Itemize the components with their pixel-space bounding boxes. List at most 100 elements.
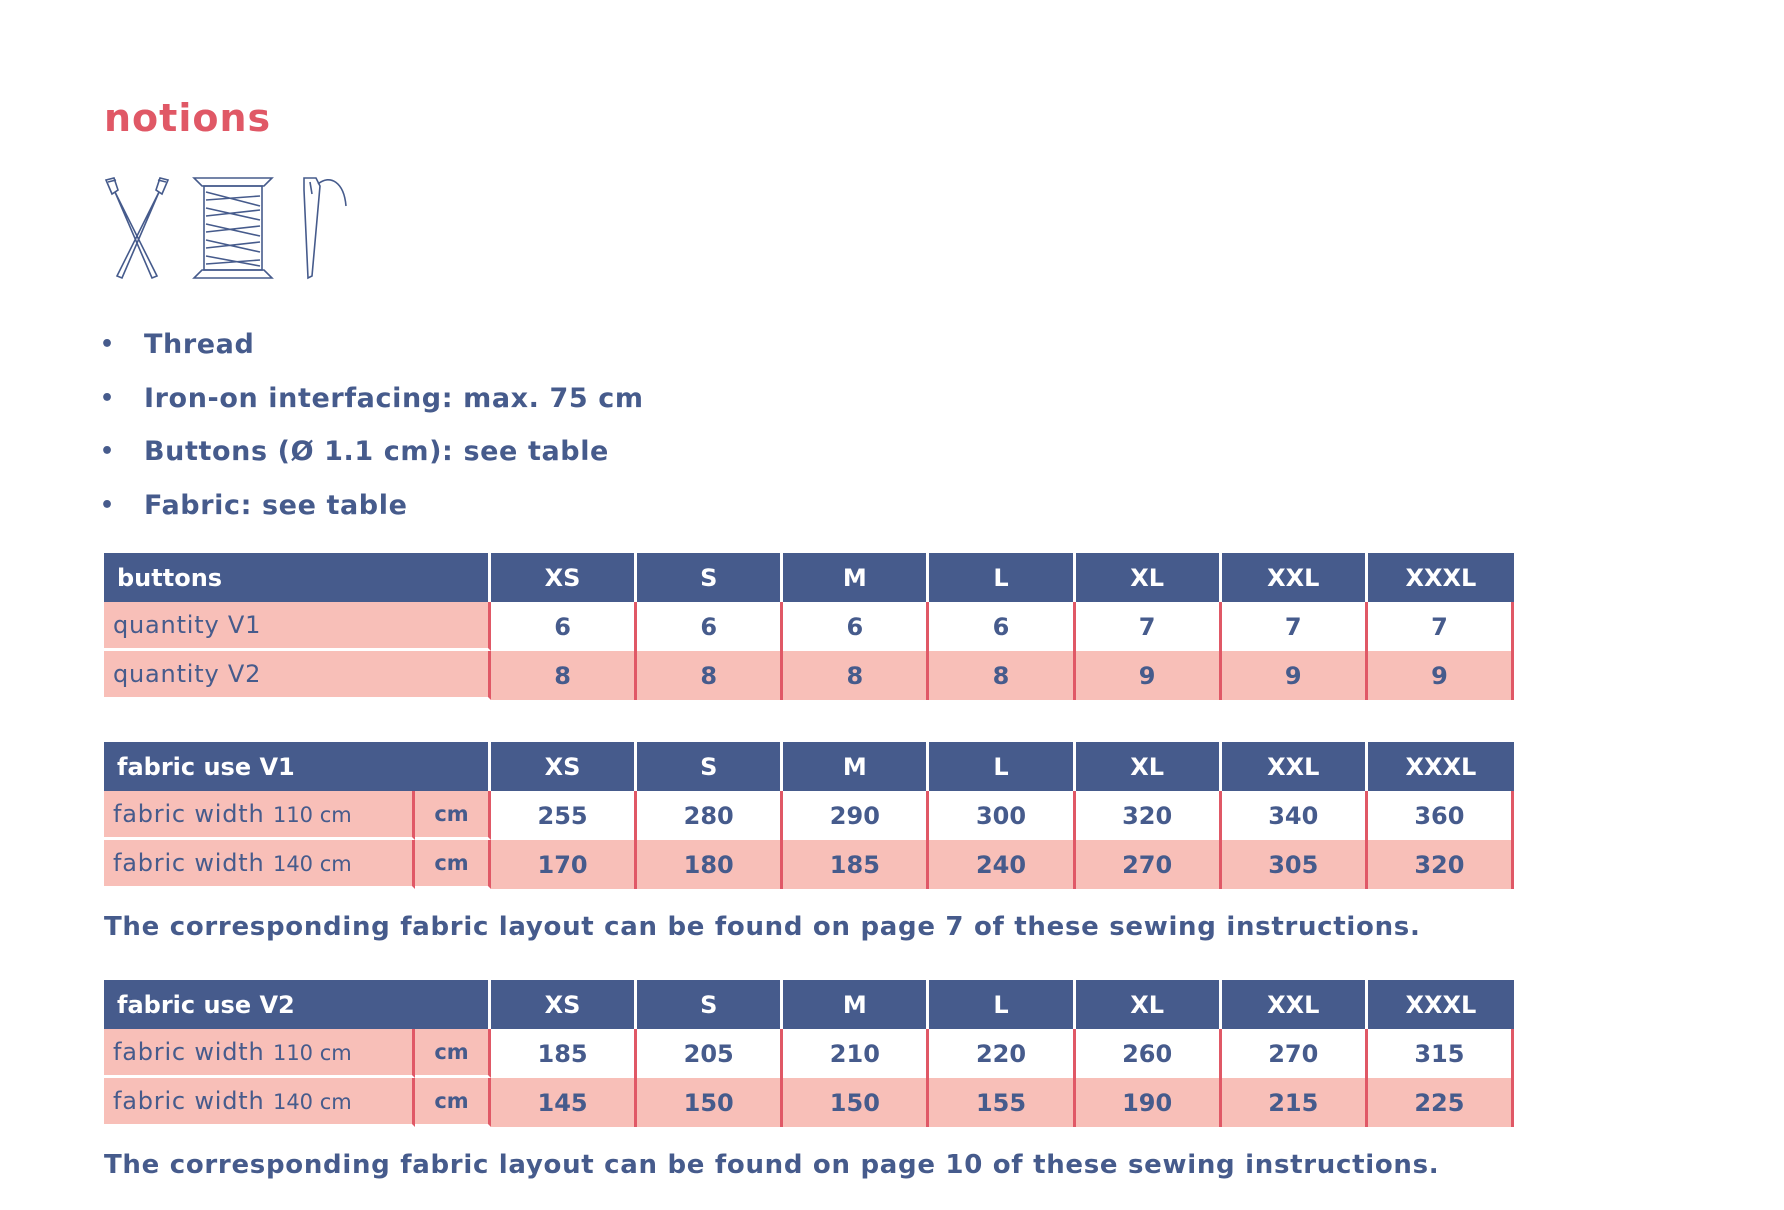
table-cell: 170 bbox=[491, 840, 638, 889]
table-cell: 180 bbox=[637, 840, 784, 889]
row-label-text: fabric width bbox=[113, 1087, 265, 1115]
list-item: • Thread bbox=[100, 318, 644, 372]
size-header: XL bbox=[1075, 980, 1222, 1029]
size-header: XXL bbox=[1221, 980, 1368, 1029]
table-row: fabric width 140 cm cm 170 180 185 240 2… bbox=[104, 840, 1514, 889]
unit-cell: cm bbox=[415, 840, 491, 889]
table-cell: 150 bbox=[783, 1078, 930, 1127]
size-header: M bbox=[783, 980, 930, 1029]
thread-spool-icon bbox=[192, 177, 274, 279]
notions-list: • Thread • Iron-on interfacing: max. 75 cm… bbox=[100, 318, 644, 532]
table-cell: 8 bbox=[929, 651, 1076, 700]
table-cell: 360 bbox=[1367, 791, 1514, 840]
table-cell: 305 bbox=[1221, 840, 1368, 889]
table-cell: 8 bbox=[637, 651, 784, 700]
table-cell: 215 bbox=[1221, 1078, 1368, 1127]
table-cell: 6 bbox=[637, 602, 784, 651]
table-title: fabric use V2 bbox=[104, 980, 491, 1029]
notion-text: Thread bbox=[144, 329, 255, 361]
size-header: XXXL bbox=[1367, 742, 1514, 791]
page-title: notions bbox=[104, 96, 272, 140]
size-header: XS bbox=[491, 553, 638, 602]
fabric-v2-table: fabric use V2 XS S M L XL XXL XXXL fabri… bbox=[104, 980, 1514, 1127]
notion-text: Buttons (Ø 1.1 cm): see table bbox=[144, 436, 609, 468]
fabric-layout-note: The corresponding fabric layout can be f… bbox=[104, 912, 1421, 942]
unit-cell: cm bbox=[415, 1078, 491, 1127]
table-cell: 190 bbox=[1075, 1078, 1222, 1127]
size-header: XXXL bbox=[1367, 553, 1514, 602]
row-label-text: fabric width bbox=[113, 800, 265, 828]
table-row: fabric width 110 cm cm 255 280 290 300 3… bbox=[104, 791, 1514, 840]
table-row: quantity V2 8 8 8 8 9 9 9 bbox=[104, 651, 1514, 700]
row-label-width: 110 cm bbox=[272, 803, 352, 827]
size-header: XL bbox=[1075, 553, 1222, 602]
table-cell: 320 bbox=[1367, 840, 1514, 889]
row-label: fabric width 140 cm bbox=[104, 1078, 415, 1127]
buttons-table: buttons XS S M L XL XXL XXXL quantity V1… bbox=[104, 553, 1514, 700]
table-title: buttons bbox=[104, 553, 491, 602]
table-cell: 270 bbox=[1221, 1029, 1368, 1078]
size-header: S bbox=[637, 980, 784, 1029]
bullet: • bbox=[100, 439, 115, 465]
size-header: XL bbox=[1075, 742, 1222, 791]
row-label-width: 110 cm bbox=[272, 1041, 352, 1065]
row-label: quantity V2 bbox=[104, 651, 491, 700]
bullet: • bbox=[100, 385, 115, 411]
row-label-text: fabric width bbox=[113, 1038, 265, 1066]
row-label-width: 140 cm bbox=[272, 852, 352, 876]
size-header: L bbox=[929, 980, 1076, 1029]
size-header: S bbox=[637, 553, 784, 602]
table-cell: 6 bbox=[491, 602, 638, 651]
table-cell: 185 bbox=[491, 1029, 638, 1078]
row-label-text: fabric width bbox=[113, 849, 265, 877]
table-cell: 155 bbox=[929, 1078, 1076, 1127]
table-cell: 8 bbox=[783, 651, 930, 700]
table-cell: 7 bbox=[1075, 602, 1222, 651]
row-label: quantity V1 bbox=[104, 602, 491, 651]
size-header: L bbox=[929, 742, 1076, 791]
size-header: XS bbox=[491, 980, 638, 1029]
size-header: XXXL bbox=[1367, 980, 1514, 1029]
table-row: fabric width 110 cm cm 185 205 210 220 2… bbox=[104, 1029, 1514, 1078]
table-cell: 290 bbox=[783, 791, 930, 840]
table-header-row: fabric use V1 XS S M L XL XXL XXXL bbox=[104, 742, 1514, 791]
size-header: S bbox=[637, 742, 784, 791]
table-cell: 280 bbox=[637, 791, 784, 840]
table-cell: 145 bbox=[491, 1078, 638, 1127]
table-cell: 315 bbox=[1367, 1029, 1514, 1078]
table-cell: 260 bbox=[1075, 1029, 1222, 1078]
row-label-width: 140 cm bbox=[272, 1090, 352, 1114]
size-header: XXL bbox=[1221, 553, 1368, 602]
table-cell: 225 bbox=[1367, 1078, 1514, 1127]
size-header: L bbox=[929, 553, 1076, 602]
table-header-row: fabric use V2 XS S M L XL XXL XXXL bbox=[104, 980, 1514, 1029]
table-cell: 6 bbox=[783, 602, 930, 651]
table-cell: 7 bbox=[1221, 602, 1368, 651]
table-header-row: buttons XS S M L XL XXL XXXL bbox=[104, 553, 1514, 602]
table-cell: 220 bbox=[929, 1029, 1076, 1078]
size-header: XS bbox=[491, 742, 638, 791]
fabric-layout-note: The corresponding fabric layout can be f… bbox=[104, 1150, 1440, 1180]
row-label: fabric width 110 cm bbox=[104, 791, 415, 840]
table-cell: 6 bbox=[929, 602, 1076, 651]
table-cell: 210 bbox=[783, 1029, 930, 1078]
unit-cell: cm bbox=[415, 1029, 491, 1078]
table-row: quantity V1 6 6 6 6 7 7 7 bbox=[104, 602, 1514, 651]
table-cell: 320 bbox=[1075, 791, 1222, 840]
list-item: • Iron-on interfacing: max. 75 cm bbox=[100, 372, 644, 426]
table-cell: 9 bbox=[1075, 651, 1222, 700]
table-cell: 9 bbox=[1367, 651, 1514, 700]
size-header: M bbox=[783, 553, 930, 602]
row-label: fabric width 140 cm bbox=[104, 840, 415, 889]
list-item: • Buttons (Ø 1.1 cm): see table bbox=[100, 425, 644, 479]
list-item: • Fabric: see table bbox=[100, 479, 644, 533]
scissors-icon bbox=[104, 177, 170, 280]
table-cell: 270 bbox=[1075, 840, 1222, 889]
table-cell: 240 bbox=[929, 840, 1076, 889]
size-header: M bbox=[783, 742, 930, 791]
table-cell: 300 bbox=[929, 791, 1076, 840]
fabric-v1-table: fabric use V1 XS S M L XL XXL XXXL fabri… bbox=[104, 742, 1514, 889]
table-row: fabric width 140 cm cm 145 150 150 155 1… bbox=[104, 1078, 1514, 1127]
table-cell: 9 bbox=[1221, 651, 1368, 700]
table-cell: 8 bbox=[491, 651, 638, 700]
